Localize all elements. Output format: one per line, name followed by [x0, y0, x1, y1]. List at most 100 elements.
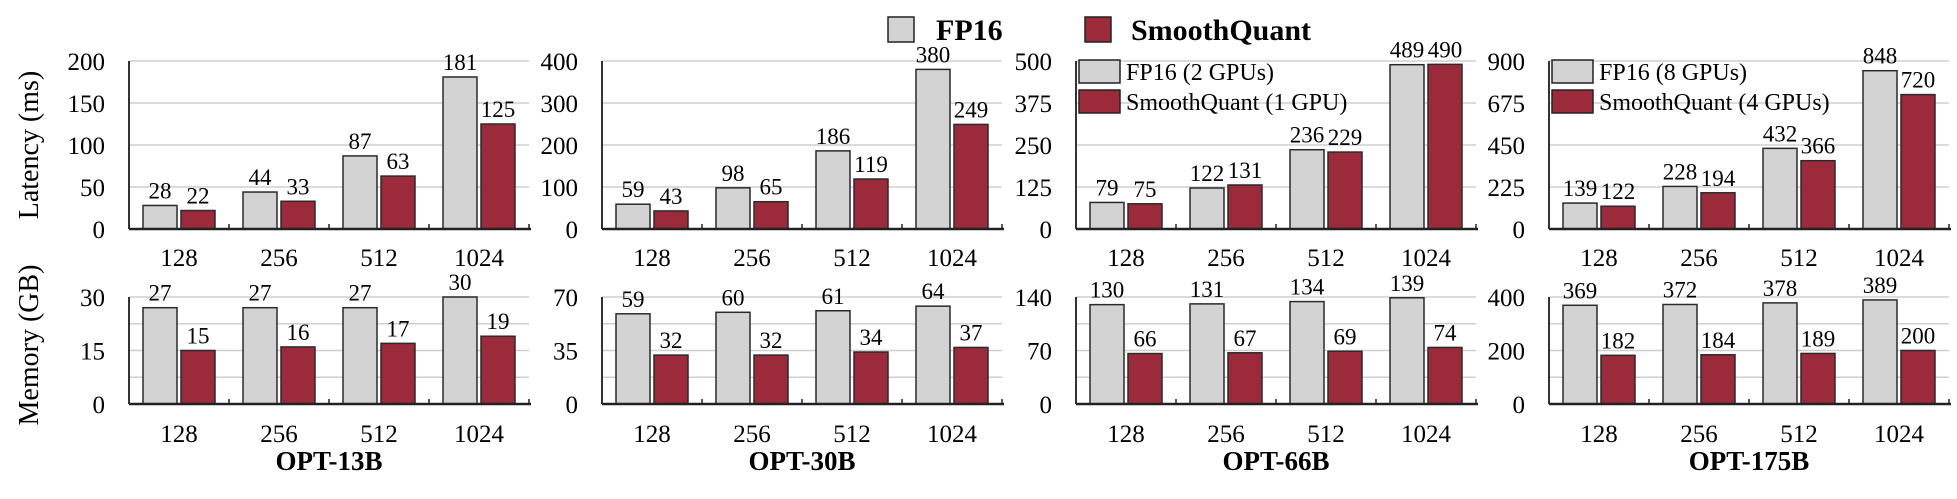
y-tick-label: 900 — [1488, 49, 1526, 76]
y-tick-label: 100 — [68, 133, 106, 160]
data-label: 372 — [1663, 277, 1698, 302]
data-label: 848 — [1863, 44, 1898, 69]
data-label: 194 — [1701, 166, 1736, 191]
bar-smoothquant-128 — [1600, 205, 1636, 230]
bar-smoothquant-128 — [1127, 203, 1163, 230]
data-label: 33 — [287, 174, 310, 199]
bar-smoothquant-256 — [1227, 184, 1263, 230]
x-tick-label: 128 — [1580, 245, 1618, 272]
bar-smoothquant-512 — [853, 178, 889, 230]
bar-fp16-512 — [342, 155, 378, 230]
bar-smoothquant-512 — [1800, 159, 1836, 230]
data-label: 79 — [1096, 175, 1119, 200]
x-tick-label: 256 — [733, 421, 771, 448]
bar-fp16-512 — [815, 310, 851, 405]
y-tick-label: 500 — [1015, 49, 1053, 76]
data-label: 130 — [1090, 278, 1125, 303]
bar-smoothquant-256 — [280, 346, 316, 405]
inner-legend-swatch-0 — [1551, 59, 1594, 84]
data-label: 43 — [660, 184, 683, 209]
panel-title: OPT-66B — [1222, 446, 1329, 476]
bar-fp16-128 — [1562, 202, 1598, 230]
bar-smoothquant-1024 — [480, 335, 516, 405]
legend-label-0: FP16 — [936, 14, 1003, 47]
data-label: 61 — [822, 284, 845, 309]
bar-smoothquant-128 — [1600, 354, 1636, 405]
data-label: 15 — [187, 324, 210, 349]
bar-smoothquant-256 — [753, 200, 789, 230]
bar-smoothquant-256 — [1700, 354, 1736, 405]
bar-smoothquant-1024 — [1900, 93, 1936, 230]
bar-smoothquant-1024 — [1427, 346, 1463, 405]
data-label: 60 — [722, 285, 745, 310]
data-label: 22 — [187, 184, 210, 209]
bar-fp16-128 — [615, 313, 651, 405]
x-tick-label: 1024 — [927, 421, 978, 448]
bar-fp16-1024 — [1862, 69, 1898, 230]
data-label: 380 — [916, 42, 951, 67]
data-label: 182 — [1601, 328, 1636, 353]
y-tick-label: 0 — [566, 217, 579, 244]
y-tick-label: 50 — [80, 175, 105, 202]
y-tick-label: 140 — [1015, 285, 1053, 312]
inner-legend-label-0: FP16 (2 GPUs) — [1126, 60, 1274, 86]
y-tick-label: 675 — [1488, 91, 1526, 118]
y-tick-label: 300 — [541, 91, 579, 118]
data-label: 366 — [1801, 134, 1836, 159]
panel-title: OPT-30B — [748, 446, 855, 476]
panel-title: OPT-175B — [1689, 446, 1810, 476]
x-tick-label: 512 — [833, 421, 871, 448]
bar-smoothquant-256 — [1227, 352, 1263, 405]
y-tick-label: 70 — [553, 285, 578, 312]
x-tick-label: 256 — [1207, 245, 1245, 272]
bar-smoothquant-1024 — [953, 346, 989, 405]
bar-smoothquant-128 — [180, 349, 216, 405]
y-tick-label: 0 — [1513, 217, 1526, 244]
data-label: 720 — [1901, 68, 1936, 93]
y-tick-label: 0 — [93, 392, 106, 419]
x-tick-label: 512 — [360, 421, 398, 448]
bar-fp16-256 — [715, 187, 751, 230]
bar-fp16-128 — [1089, 303, 1125, 405]
data-label: 17 — [387, 316, 410, 341]
bar-fp16-1024 — [442, 296, 478, 405]
y-tick-label: 35 — [553, 339, 578, 366]
bar-fp16-128 — [142, 204, 178, 230]
bar-smoothquant-256 — [1700, 192, 1736, 230]
y-tick-label: 375 — [1015, 91, 1053, 118]
data-label: 236 — [1290, 123, 1325, 148]
y-tick-label: 150 — [68, 91, 106, 118]
x-tick-label: 512 — [1780, 421, 1818, 448]
x-tick-label: 512 — [1307, 421, 1345, 448]
data-label: 59 — [622, 287, 645, 312]
bar-smoothquant-512 — [1327, 151, 1363, 230]
bar-fp16-256 — [1662, 185, 1698, 230]
y-axis-label-1: Memory (GB) — [14, 265, 45, 426]
bar-fp16-512 — [1289, 300, 1325, 405]
x-tick-label: 128 — [1580, 421, 1618, 448]
x-tick-label: 512 — [1780, 245, 1818, 272]
data-label: 28 — [149, 178, 172, 203]
data-label: 125 — [481, 97, 516, 122]
data-label: 59 — [622, 177, 645, 202]
bar-smoothquant-512 — [1327, 350, 1363, 405]
data-label: 27 — [349, 281, 372, 306]
data-label: 75 — [1134, 177, 1157, 202]
data-label: 389 — [1863, 273, 1898, 298]
y-tick-label: 200 — [1488, 339, 1526, 366]
data-label: 65 — [760, 175, 783, 200]
panel-title: OPT-13B — [275, 446, 382, 476]
y-tick-label: 125 — [1015, 175, 1053, 202]
data-label: 69 — [1334, 324, 1357, 349]
y-tick-label: 0 — [1513, 392, 1526, 419]
bar-fp16-128 — [1562, 304, 1598, 405]
y-tick-label: 400 — [541, 49, 579, 76]
data-label: 44 — [249, 165, 273, 190]
x-tick-label: 1024 — [1401, 245, 1452, 272]
data-label: 64 — [922, 279, 946, 304]
data-label: 30 — [449, 270, 472, 295]
x-tick-label: 256 — [260, 421, 298, 448]
data-label: 66 — [1134, 327, 1157, 352]
x-tick-label: 128 — [160, 421, 198, 448]
